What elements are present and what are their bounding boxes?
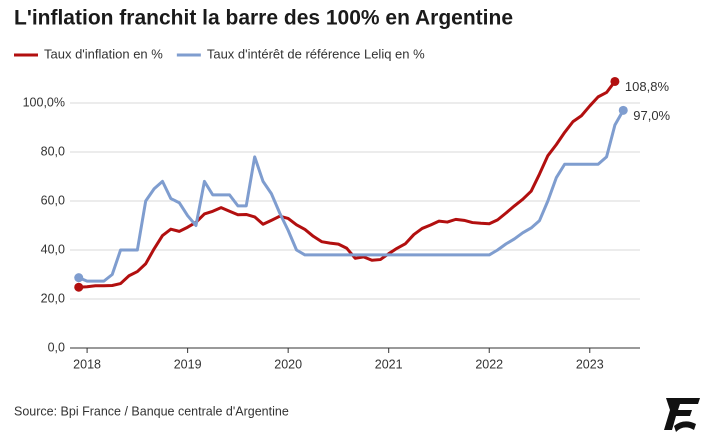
y-tick-label: 20,0 <box>41 291 65 305</box>
x-tick-label: 2018 <box>73 357 101 371</box>
end-point <box>618 105 628 115</box>
y-tick-label: 80,0 <box>41 144 65 158</box>
legend-label: Taux d'inflation en % <box>44 46 163 61</box>
source: Source: Bpi France / Banque centrale d'A… <box>14 404 289 418</box>
series-line <box>78 109 625 283</box>
x-tick-label: 2022 <box>475 357 503 371</box>
y-tick-label: 60,0 <box>41 193 65 207</box>
end-point <box>74 273 84 283</box>
x-tick-label: 2019 <box>174 357 202 371</box>
chart-title: L'inflation franchit la barre des 100% e… <box>14 7 513 30</box>
value-label: 97,0% <box>633 108 670 123</box>
x-tick-label: 2021 <box>375 357 403 371</box>
x-tick-label: 2023 <box>576 357 604 371</box>
y-tick-label: 40,0 <box>41 242 65 256</box>
value-label: 108,8% <box>625 79 670 94</box>
y-tick-label: 0,0 <box>48 340 65 354</box>
x-tick-label: 2020 <box>274 357 302 371</box>
y-tick-label: 100,0% <box>23 95 65 109</box>
series-line <box>78 80 617 289</box>
legend-label: Taux d'intérêt de référence Leliq en % <box>207 46 425 61</box>
end-point <box>74 282 84 292</box>
end-point <box>610 76 620 86</box>
logo <box>664 398 700 432</box>
